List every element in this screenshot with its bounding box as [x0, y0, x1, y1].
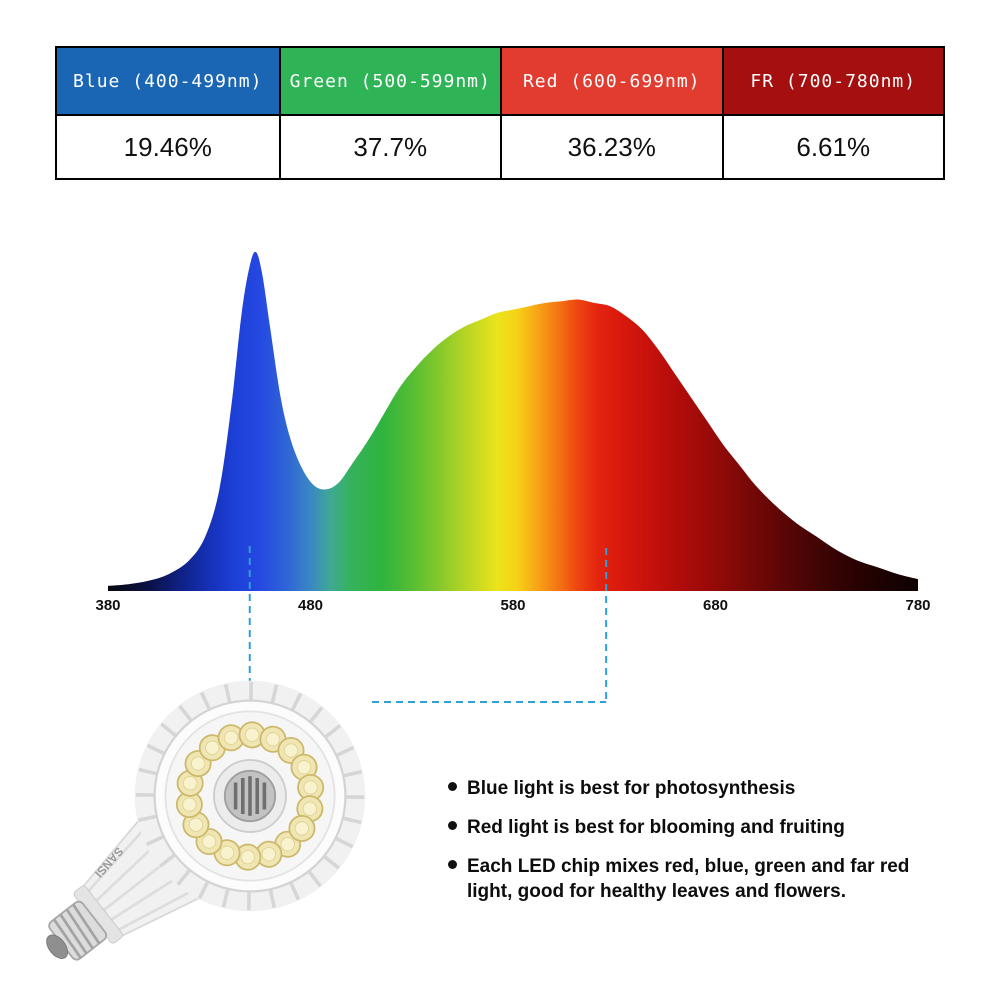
table-value-text: 19.46%: [123, 131, 212, 162]
heatsink-fin: [197, 880, 210, 900]
table-value-blue: 19.46%: [57, 116, 279, 178]
x-tick-label: 480: [298, 597, 323, 614]
list-item: Blue light is best for photosynthesis: [448, 776, 940, 801]
bullet-text: Blue light is best for photosynthesis: [467, 778, 796, 799]
heatsink-fin: [137, 814, 158, 823]
x-tick-label: 780: [905, 597, 930, 614]
spectral-distribution-chart: 380 480 580 680 780: [90, 244, 935, 616]
heatsink-fins: [135, 681, 365, 911]
table-header-red: Red (600-699nm): [500, 48, 722, 116]
led-bulb-product-image: SANSI: [46, 680, 366, 961]
led-chip: [217, 724, 245, 752]
center-grille: [213, 759, 287, 833]
table-value-red: 36.23%: [500, 116, 722, 178]
bullet-dot-icon: [448, 782, 457, 791]
benefit-bullet-list: Blue light is best for photosynthesis Re…: [448, 776, 940, 904]
heatsink-fin: [223, 683, 232, 704]
heatsink-fin: [270, 684, 279, 704]
bullet-dot-icon: [448, 860, 457, 870]
bullet-dot-icon: [448, 821, 457, 831]
table-header-label: Red (600-699nm): [522, 70, 701, 92]
heatsink-fin: [221, 888, 230, 908]
table-value-text: 6.61%: [796, 131, 871, 162]
table-value-green: 37.7%: [278, 116, 500, 178]
led-chip: [182, 811, 210, 839]
heatsink-fin: [249, 681, 253, 701]
table-header-fr: FR (700-780nm): [721, 48, 943, 116]
heatsink-fin: [160, 722, 178, 738]
heatsink-fin: [146, 743, 166, 756]
table-value-text: 36.23%: [567, 131, 656, 162]
table-header-label: Blue (400-499nm): [73, 70, 263, 92]
heatsink-fin: [135, 793, 155, 797]
list-item: Each LED chip mixes red, blue, green and…: [448, 854, 940, 904]
x-tick-label: 380: [95, 597, 120, 614]
led-chip: [175, 791, 203, 819]
heatsink-fin: [199, 691, 212, 711]
led-chip: [297, 773, 325, 801]
led-chip: [290, 753, 318, 781]
table-value-fr: 6.61%: [721, 116, 943, 178]
heatsink-fin: [308, 706, 324, 724]
heatsink-fin: [307, 870, 322, 888]
heatsink-fin: [345, 795, 365, 799]
spectrum-area: [108, 251, 918, 591]
heatsink-fin: [176, 868, 192, 886]
bullet-text: Each LED chip mixes red, blue, green and…: [467, 856, 910, 903]
heatsink-fin: [322, 854, 340, 870]
heatsink-fin: [158, 853, 176, 868]
x-tick-label: 680: [703, 597, 728, 614]
table-header-blue: Blue (400-499nm): [57, 48, 279, 116]
bulb-screw-base: [46, 900, 108, 961]
heatsink-fin: [268, 888, 277, 909]
led-chip: [288, 814, 316, 842]
table-header-label: Green (500-599nm): [289, 70, 491, 92]
heatsink-fin: [324, 724, 342, 739]
heatsink-fin: [178, 704, 193, 722]
list-item: Red light is best for blooming and fruit…: [448, 815, 940, 840]
heatsink-fin: [335, 745, 355, 758]
heatsink-fin: [288, 881, 301, 901]
table-value-text: 37.7%: [353, 131, 428, 162]
heatsink-fin: [138, 767, 158, 776]
spectrum-area-chart: 380 480 580 680 780: [95, 251, 931, 614]
heatsink-fin: [342, 769, 363, 778]
table-header-green: Green (500-599nm): [278, 48, 500, 116]
base-tip: [46, 934, 69, 959]
heatsink-fin: [342, 816, 362, 825]
heatsink-fin: [290, 692, 303, 712]
heatsink-fin: [247, 891, 251, 911]
led-chip: [234, 843, 262, 871]
x-tick-label: 580: [500, 597, 525, 614]
led-chip: [238, 721, 266, 749]
spectrum-percentage-table: Blue (400-499nm) Green (500-599nm) Red (…: [55, 46, 945, 180]
led-ring: [175, 721, 325, 871]
table-header-label: FR (700-780nm): [750, 70, 917, 92]
bullet-text: Red light is best for blooming and fruit…: [467, 817, 845, 839]
heatsink-fin: [145, 834, 165, 847]
heatsink-fin: [334, 836, 354, 849]
